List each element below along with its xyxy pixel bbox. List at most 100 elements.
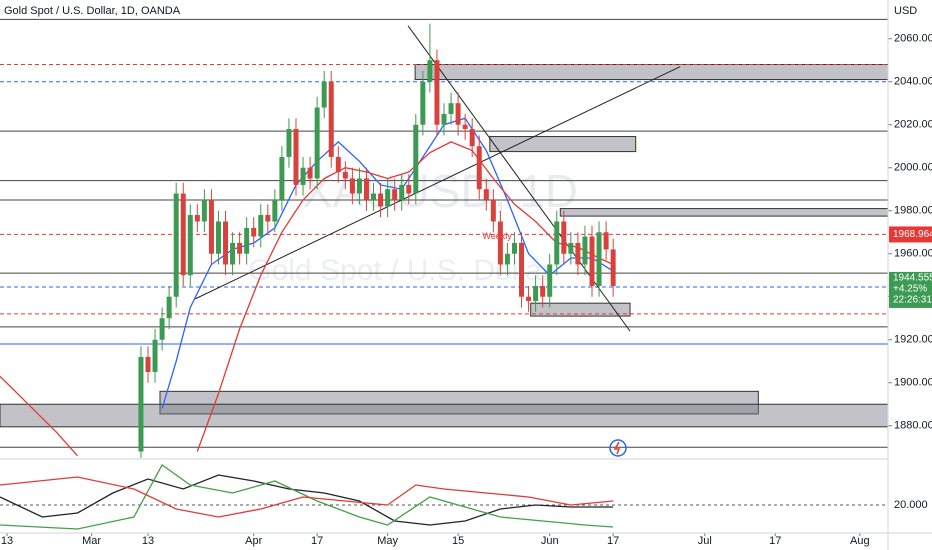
candle-body [420, 81, 426, 125]
candle-body [145, 356, 151, 372]
trendline [195, 66, 681, 300]
candle-body [335, 156, 341, 173]
candle-body [293, 129, 299, 185]
candle-body [180, 193, 186, 276]
watermark-symbol: XAUUSD, 1D [302, 165, 578, 217]
x-tick-label: 13 [142, 535, 154, 547]
zone [159, 390, 759, 415]
y-tick-label: 2020.000 [894, 119, 932, 131]
x-tick-label: Apr [245, 535, 262, 547]
candle-body [540, 285, 546, 297]
candle-body [547, 264, 553, 297]
y-tick-label: 2060.000 [894, 33, 932, 45]
annotation: Weekly [482, 231, 512, 241]
candle-body [300, 167, 306, 185]
candle-body [385, 189, 391, 207]
x-tick-label: 13 [1, 535, 13, 547]
candle-body [307, 167, 313, 179]
indicator-pane [0, 464, 888, 530]
indicator-tick-label: 20.000 [894, 499, 928, 511]
candle-body [406, 184, 412, 194]
candle-body [208, 199, 214, 254]
candle-body [497, 221, 503, 265]
candle-body [152, 339, 158, 372]
candle-body [441, 113, 447, 125]
countdown: 22:26:31 [893, 295, 932, 306]
zone [559, 208, 888, 217]
x-tick-label: 17 [311, 535, 323, 547]
candle-body [533, 285, 539, 302]
x-tick-label: Aug [850, 535, 870, 547]
candle-body [272, 199, 278, 222]
zone [414, 64, 888, 81]
candle-body [483, 189, 489, 200]
candle-body [363, 178, 369, 200]
candle-body [610, 249, 616, 286]
alert-price-label: 1968.964 [893, 229, 932, 240]
x-tick-label: 15 [452, 535, 464, 547]
x-tick-label: Jul [698, 535, 712, 547]
candle-body [258, 215, 264, 237]
zone [530, 302, 631, 317]
x-tick-label: May [377, 535, 398, 547]
candle-body [378, 193, 384, 207]
candle-body [469, 129, 475, 147]
alert-icon[interactable] [609, 439, 627, 457]
candle-body [187, 215, 193, 276]
candle-body [392, 189, 398, 200]
candle-body [328, 81, 334, 157]
candle-body [159, 318, 165, 340]
candle-body [490, 199, 496, 222]
y-tick-label: 1980.000 [894, 205, 932, 217]
candle-body [462, 124, 468, 130]
x-tick-label: Jun [541, 535, 559, 547]
candle-body [166, 296, 172, 319]
y-tick-label: 1900.000 [894, 377, 932, 389]
candle-body [314, 107, 320, 179]
y-tick-label: 1920.000 [894, 334, 932, 346]
candle-body [434, 60, 440, 125]
unit-label: USD [894, 5, 917, 17]
x-tick-label: 17 [769, 535, 781, 547]
change-label: +4.25% [893, 284, 927, 295]
candle-body [265, 215, 271, 222]
candle-body [589, 236, 595, 286]
candle-body [349, 178, 355, 194]
indicator-line [0, 474, 614, 526]
y-tick-label: 2040.000 [894, 76, 932, 88]
y-tick-label: 1880.000 [894, 420, 932, 432]
zone [489, 136, 637, 153]
last-price-tag [889, 271, 932, 308]
candle-body [504, 253, 510, 265]
y-tick-label: 2000.000 [894, 162, 932, 174]
last-price-label: 1944.555 [893, 273, 932, 284]
zone [0, 403, 888, 428]
candle-body [138, 356, 144, 452]
candle-body [371, 193, 377, 200]
candle-body [223, 221, 229, 265]
chart-title: Gold Spot / U.S. Dollar, 1D, OANDA [4, 5, 181, 17]
candle-body [201, 199, 207, 222]
candle-body [561, 221, 567, 254]
candle-body [554, 221, 560, 265]
candle-body [237, 242, 243, 254]
candle-body [511, 242, 517, 254]
alert-price-tag [889, 226, 932, 243]
candle-body [519, 242, 525, 297]
candle-body [455, 103, 461, 125]
indicator-line [0, 464, 614, 530]
candle-body [342, 172, 348, 179]
candle-body [413, 124, 419, 194]
candle-body [286, 129, 292, 157]
main-pane: Weekly [0, 18, 888, 458]
candle-body [194, 215, 200, 222]
candle-body [448, 103, 454, 114]
candle-body [596, 232, 602, 286]
candle-body [230, 242, 236, 265]
candle-body [321, 81, 327, 108]
candle-body [427, 60, 433, 82]
candle-body [575, 242, 581, 265]
x-tick-label: 17 [607, 535, 619, 547]
